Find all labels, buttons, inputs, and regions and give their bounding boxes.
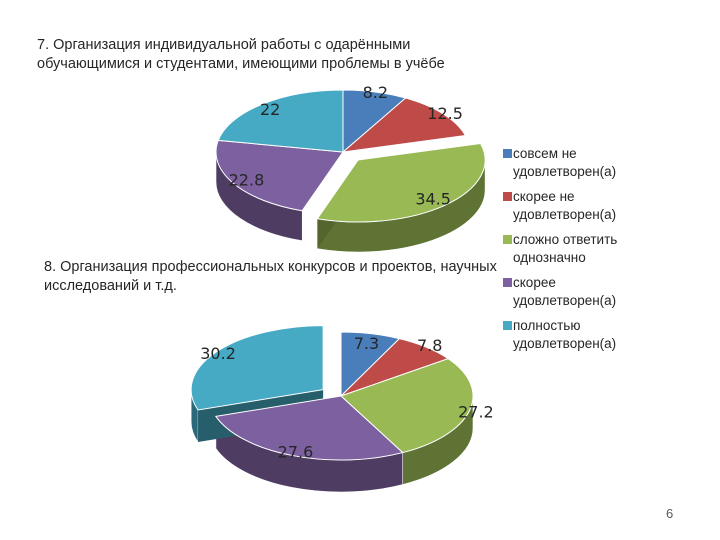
pie2-slice-4: [215, 395, 404, 461]
legend-swatch-1: [503, 149, 512, 158]
legend-swatch-2: [503, 192, 512, 201]
pie1-label-3: 34.5: [415, 190, 451, 209]
pie1-slice-3: [316, 142, 486, 223]
legend-item-4: скорее удовлетворен(а): [503, 274, 653, 311]
legend-label-4: скорее удовлетворен(а): [513, 275, 617, 308]
pie2-label-2: 7.8: [417, 336, 442, 355]
pie1-label-4: 22.8: [229, 170, 265, 189]
pie2-slice-3: [340, 358, 474, 454]
pie1-slice-5: [217, 89, 344, 153]
legend-label-2: скорее не удовлетворен(а): [513, 189, 617, 222]
legend-item-1: совсем не удовлетворен(а): [503, 145, 653, 182]
legend-item-2: скорее не удовлетворен(а): [503, 188, 653, 225]
pie1-label-2: 12.5: [427, 104, 463, 123]
legend-label-1: совсем не удовлетворен(а): [513, 146, 617, 179]
pie1-label-1: 8.2: [363, 83, 388, 102]
legend-label-3: сложно ответить однозначно: [513, 232, 618, 265]
pie2-label-3: 27.2: [458, 402, 494, 421]
legend-swatch-4: [503, 278, 512, 287]
legend-item-3: сложно ответить однозначно: [503, 231, 653, 268]
legend: совсем не удовлетворен(а) скорее не удов…: [503, 145, 653, 360]
legend-swatch-5: [503, 321, 512, 330]
pie-chart-2: 7.3 7.8 27.2 27.6 30.2: [190, 325, 494, 493]
pie1-slice-2: [341, 97, 467, 153]
pie1-label-5: 22: [260, 100, 280, 119]
legend-swatch-3: [503, 235, 512, 244]
pie2-label-5: 30.2: [200, 344, 236, 363]
chart-1-title: 7. Организация индивидуальной работы с о…: [37, 37, 445, 72]
page-number: 6: [666, 506, 674, 521]
pie2-label-4: 27.6: [278, 442, 314, 461]
pie2-slice-5: [190, 325, 324, 411]
pie2-label-1: 7.3: [354, 334, 379, 353]
legend-label-5: полностью удовлетворен(а): [513, 318, 617, 351]
pie-chart-1: 8.2 12.5 34.5 22.8 22: [215, 83, 486, 253]
pie1-slice-4: [215, 139, 344, 212]
chart-2-title: 8. Организация профессиональных конкурсо…: [44, 259, 497, 294]
legend-item-5: полностью удовлетворен(а): [503, 317, 653, 354]
